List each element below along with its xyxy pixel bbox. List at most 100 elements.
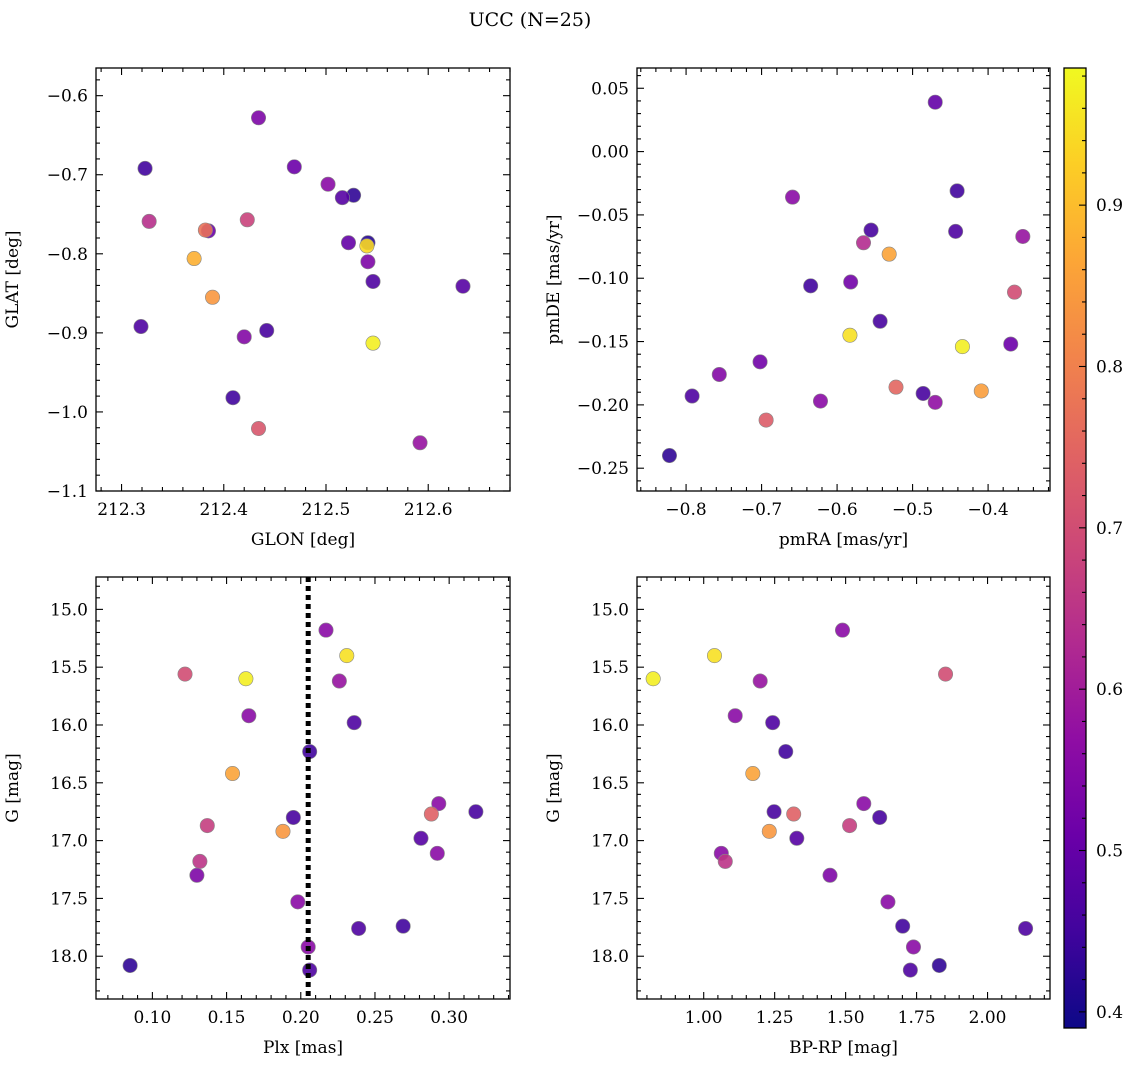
axis-ticks [96, 577, 510, 999]
x-axis-label: Plx [mas] [263, 1038, 343, 1058]
colorbar-tick-label: 0.9 [1096, 196, 1123, 216]
data-point [236, 329, 252, 345]
data-point [318, 622, 334, 638]
y-axis-label: pmDE [mas/yr] [544, 214, 564, 344]
data-point [842, 327, 858, 343]
data-point [225, 390, 241, 406]
x-tick-label: 212.6 [404, 500, 453, 520]
colorbar: 0.4 0.5 0.6 0.7 0.8 0.9 [1063, 67, 1123, 1029]
data-point [931, 957, 947, 973]
data-point [141, 213, 157, 229]
data-point [856, 796, 872, 812]
data-point [359, 238, 375, 254]
data-point [785, 189, 801, 205]
data-point [192, 853, 208, 869]
y-axis-label: GLAT [deg] [3, 230, 23, 328]
data-point [1007, 284, 1023, 300]
data-point [286, 159, 302, 175]
y-axis-label: G [mag] [544, 753, 564, 822]
axes-frame [636, 67, 1051, 492]
data-point [905, 939, 921, 955]
data-point [727, 708, 743, 724]
data-point [199, 818, 215, 834]
y-tick-label: −1.0 [47, 403, 88, 423]
x-tick-label: 1.00 [685, 1008, 723, 1028]
panel-glon-glat: 212.3 212.4 212.5 212.6 −1.1 −1.0 −0.9 −0.8 −0.7… [3, 67, 511, 550]
data-point [259, 322, 275, 338]
data-point [766, 804, 782, 820]
colorbar-gradient [1063, 67, 1087, 1029]
data-point [786, 806, 802, 822]
data-point [1018, 920, 1034, 936]
y-tick-label: 18.0 [50, 947, 88, 967]
colorbar-tick-label: 0.4 [1096, 1003, 1123, 1023]
data-point [881, 246, 897, 262]
data-point [251, 110, 267, 126]
y-tick-label: 0.05 [591, 79, 629, 99]
panel-cmd: 1.00 1.25 1.50 1.75 2.00 15.0 15.5 16.0 16.5 17.0… [544, 576, 1051, 1058]
data-point [872, 809, 888, 825]
data-point [765, 715, 781, 731]
data-point [365, 273, 381, 289]
y-tick-label: 16.0 [591, 716, 629, 736]
y-tick-label: −0.15 [577, 333, 629, 353]
data-point [412, 435, 428, 451]
data-point [455, 278, 471, 294]
data-point [863, 222, 879, 238]
data-point [331, 673, 347, 689]
data-point [133, 319, 149, 335]
x-tick-label: 0.20 [282, 1008, 320, 1028]
x-axis-label: GLON [deg] [251, 530, 355, 550]
x-tick-label: 1.50 [827, 1008, 865, 1028]
axes-frame [95, 67, 511, 492]
colorbar-tick-label: 0.6 [1096, 680, 1123, 700]
x-tick-label: 212.3 [97, 500, 146, 520]
data-point [285, 809, 301, 825]
x-tick-label: −0.4 [967, 500, 1008, 520]
y-tick-label: −0.6 [47, 87, 88, 107]
data-point [205, 289, 221, 305]
y-tick-label: 17.5 [50, 889, 88, 909]
panel-plx-g: 0.10 0.15 0.20 0.25 0.30 15.0 15.5 16.0 16.5 17.0… [3, 576, 511, 1058]
data-point [661, 448, 677, 464]
x-tick-label: 2.00 [969, 1008, 1007, 1028]
data-point [888, 379, 904, 395]
data-point [334, 190, 350, 206]
y-tick-label: 15.5 [591, 658, 629, 678]
colorbar-tick-label: 0.7 [1096, 519, 1123, 539]
y-tick-label: 15.0 [591, 600, 629, 620]
data-point [789, 830, 805, 846]
data-point [927, 394, 943, 410]
data-point [717, 853, 733, 869]
data-point [423, 806, 439, 822]
x-tick-label: 0.10 [133, 1008, 171, 1028]
data-point [803, 278, 819, 294]
x-tick-label: 0.25 [356, 1008, 394, 1028]
y-tick-label: −0.05 [577, 206, 629, 226]
data-point [225, 766, 241, 782]
x-axis-label: BP-RP [mag] [789, 1038, 898, 1058]
x-tick-label: −0.5 [892, 500, 933, 520]
data-point [752, 673, 768, 689]
y-tick-label: −0.9 [47, 324, 88, 344]
y-tick-label: −1.1 [47, 482, 88, 502]
data-point [645, 671, 661, 687]
y-tick-label: 15.5 [50, 658, 88, 678]
data-point [395, 918, 411, 934]
data-point [365, 335, 381, 351]
data-point [895, 918, 911, 934]
data-point [122, 957, 138, 973]
x-tick-label: 1.75 [898, 1008, 936, 1028]
axes-frame [636, 576, 1051, 1000]
y-tick-label: −0.10 [577, 269, 629, 289]
data-point [238, 671, 254, 687]
data-point [812, 393, 828, 409]
data-point [745, 766, 761, 782]
data-point [752, 354, 768, 370]
data-point [948, 223, 964, 239]
y-tick-label: 17.5 [591, 889, 629, 909]
y-tick-label: 17.0 [50, 832, 88, 852]
y-tick-label: −0.7 [47, 166, 88, 186]
y-axis-label: G [mag] [3, 753, 23, 822]
